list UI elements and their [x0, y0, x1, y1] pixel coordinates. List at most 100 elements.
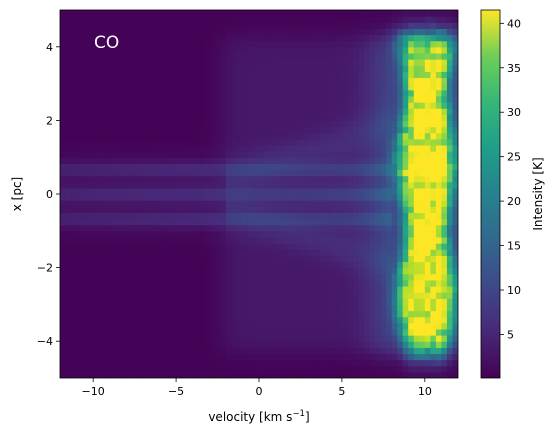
heatmap-cell: [170, 10, 177, 17]
heatmap-cell: [109, 138, 116, 146]
heatmap-cell: [319, 187, 326, 195]
heatmap-cell: [192, 138, 199, 146]
heatmap-cell: [104, 126, 111, 134]
heatmap-cell: [60, 34, 67, 42]
heatmap-cell: [452, 120, 458, 128]
heatmap-cell: [452, 224, 458, 232]
heatmap-cell: [375, 144, 382, 152]
heatmap-cell: [430, 132, 437, 140]
heatmap-cell: [109, 65, 116, 72]
heatmap-cell: [380, 267, 387, 275]
heatmap-cell: [209, 187, 216, 195]
heatmap-cell: [159, 261, 166, 269]
heatmap-cell: [65, 236, 72, 244]
heatmap-cell: [380, 279, 387, 287]
heatmap-cell: [131, 328, 138, 336]
heatmap-cell: [76, 206, 83, 213]
heatmap-cell: [358, 95, 365, 103]
heatmap-cell: [347, 169, 354, 177]
heatmap-cell: [220, 249, 227, 256]
heatmap-cell: [236, 163, 244, 171]
heatmap-cell: [386, 371, 393, 378]
heatmap-cell: [341, 230, 349, 238]
heatmap-cell: [253, 347, 260, 355]
heatmap-cell: [408, 200, 415, 207]
heatmap-cell: [264, 52, 271, 60]
heatmap-cell: [380, 175, 387, 183]
heatmap-cell: [148, 169, 155, 177]
heatmap-cell: [203, 224, 210, 232]
heatmap-cell: [142, 273, 150, 281]
heatmap-cell: [214, 359, 221, 367]
heatmap-cell: [176, 304, 183, 312]
heatmap-cell: [104, 304, 111, 312]
heatmap-cell: [93, 95, 100, 103]
heatmap-cell: [87, 206, 94, 213]
heatmap-cell: [82, 224, 89, 232]
heatmap-cell: [247, 59, 255, 66]
heatmap-cell: [413, 267, 420, 275]
heatmap-cell: [259, 249, 266, 256]
heatmap-cell: [170, 316, 177, 324]
heatmap-cell: [341, 206, 349, 213]
heatmap-cell: [319, 249, 326, 256]
heatmap-cell: [303, 108, 310, 115]
heatmap-cell: [314, 224, 321, 232]
heatmap-cell: [275, 163, 282, 171]
heatmap-cell: [115, 89, 122, 97]
heatmap-cell: [391, 304, 398, 312]
heatmap-cell: [297, 279, 304, 287]
heatmap-cell: [142, 40, 150, 48]
heatmap-cell: [364, 304, 371, 312]
heatmap-cell: [60, 132, 67, 140]
heatmap-cell: [148, 230, 155, 238]
heatmap-cell: [270, 249, 277, 256]
heatmap-cell: [120, 52, 127, 60]
heatmap-cell: [142, 144, 150, 152]
heatmap-cell: [87, 273, 94, 281]
colorbar-tick-label: 15: [507, 240, 521, 253]
heatmap-cell: [314, 236, 321, 244]
heatmap-cell: [247, 279, 255, 287]
heatmap-cell: [87, 292, 94, 299]
heatmap-cell: [153, 200, 161, 207]
heatmap-cell: [380, 316, 387, 324]
heatmap-cell: [115, 181, 122, 189]
heatmap-cell: [336, 273, 343, 281]
heatmap-cell: [148, 52, 155, 60]
heatmap-cell: [419, 194, 426, 201]
heatmap-cell: [93, 187, 100, 195]
heatmap-cell: [209, 194, 216, 201]
heatmap-cell: [281, 187, 288, 195]
heatmap-cell: [115, 359, 122, 367]
heatmap-cell: [126, 175, 133, 183]
heatmap-cell: [314, 151, 321, 158]
heatmap-cell: [375, 22, 382, 29]
heatmap-cell: [109, 310, 116, 318]
heatmap-cell: [71, 243, 78, 250]
heatmap-cell: [303, 335, 310, 342]
heatmap-cell: [176, 298, 183, 305]
heatmap-cell: [314, 59, 321, 66]
heatmap-cell: [330, 10, 337, 17]
heatmap-cell: [220, 181, 227, 189]
heatmap-cell: [308, 40, 315, 48]
heatmap-cell: [142, 114, 150, 121]
heatmap-cell: [308, 138, 315, 146]
heatmap-cell: [71, 40, 78, 48]
heatmap-cell: [397, 316, 404, 324]
heatmap-cell: [391, 151, 398, 158]
heatmap-cell: [214, 10, 221, 17]
heatmap-cell: [292, 34, 299, 42]
heatmap-cell: [209, 236, 216, 244]
heatmap-cell: [303, 71, 310, 79]
heatmap-cell: [446, 151, 454, 158]
heatmap-cell: [397, 65, 404, 72]
heatmap-cell: [76, 230, 83, 238]
heatmap-cell: [380, 89, 387, 97]
heatmap-cell: [286, 286, 293, 293]
heatmap-cell: [347, 52, 354, 60]
heatmap-cell: [286, 157, 293, 164]
heatmap-cell: [247, 200, 255, 207]
